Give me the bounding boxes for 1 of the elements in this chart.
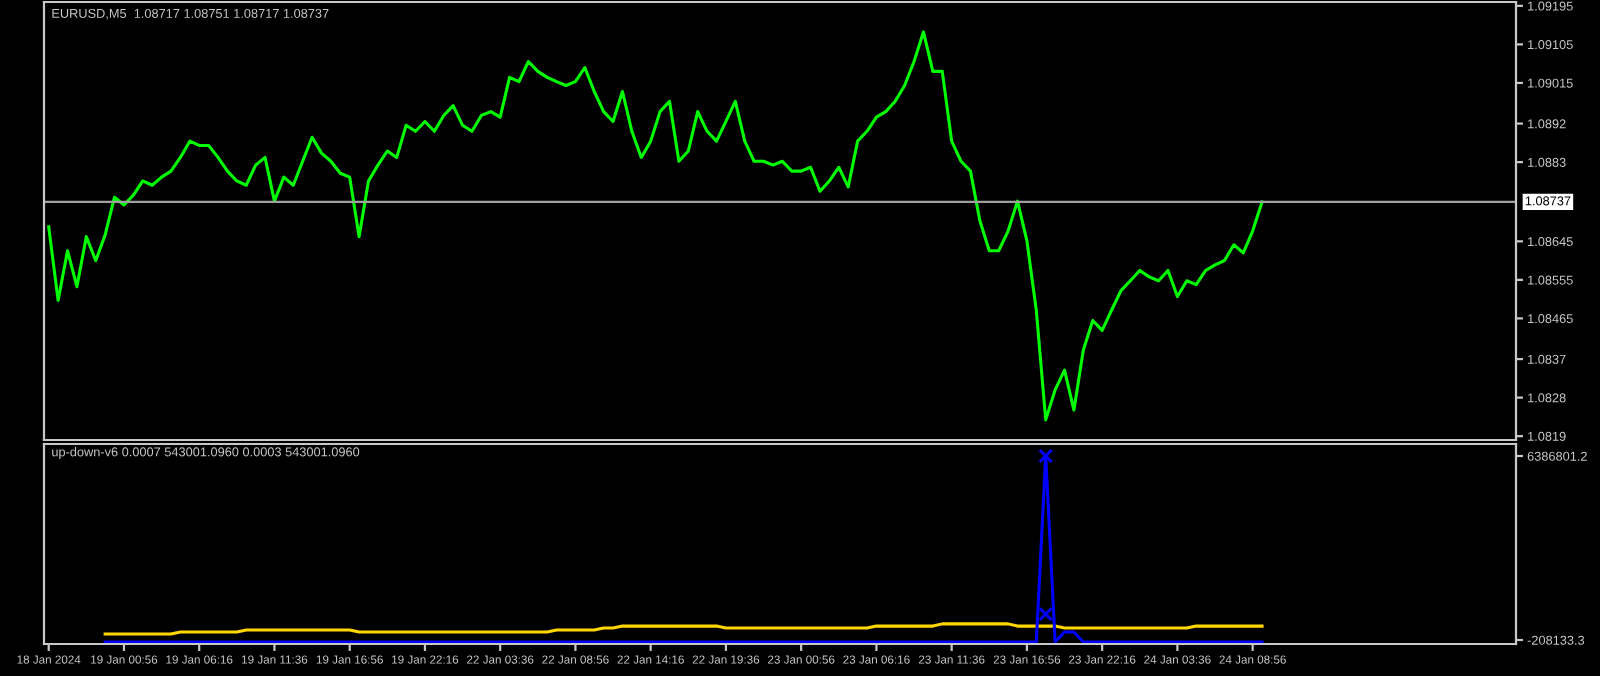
- line-series: [47, 30, 1264, 422]
